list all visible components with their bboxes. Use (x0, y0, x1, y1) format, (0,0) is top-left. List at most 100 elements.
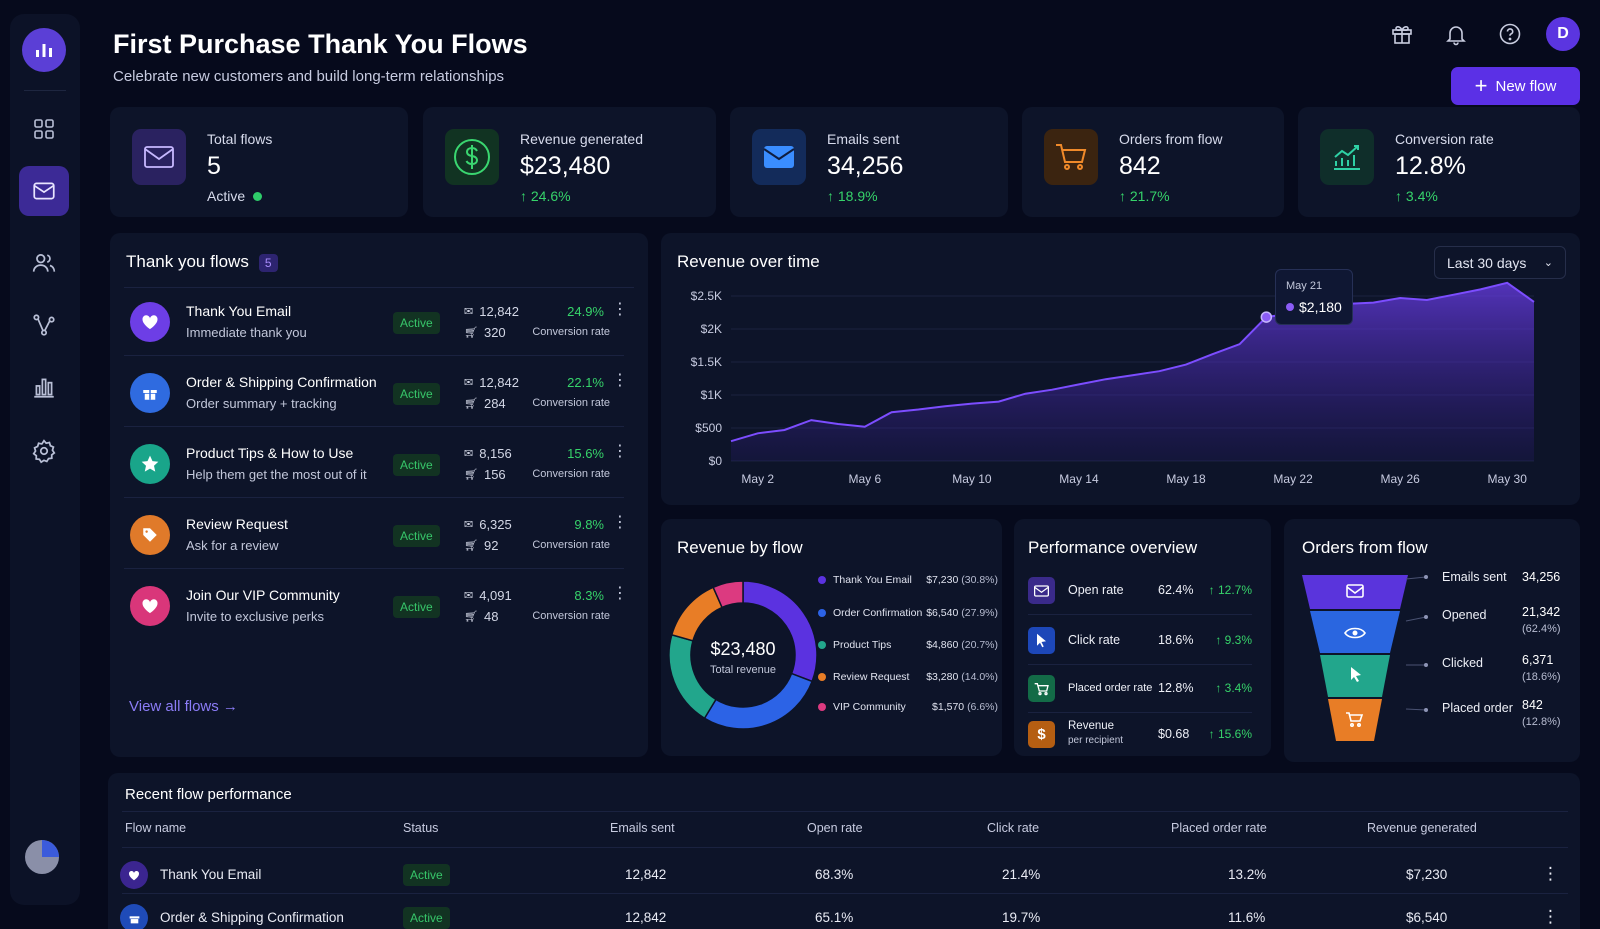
gift-icon (130, 373, 170, 413)
nav-analytics[interactable] (19, 362, 69, 412)
more-options-icon[interactable]: ⋮ (612, 443, 628, 460)
nav-flows[interactable] (19, 166, 69, 216)
legend-pct: (14.0%) (961, 671, 998, 683)
cell-status: Active (403, 907, 450, 929)
panel-divider (124, 287, 634, 288)
legend-item: Product Tips $4,860 (20.7%) (818, 639, 998, 651)
table-divider (122, 811, 1568, 812)
tooltip-point (1260, 311, 1273, 323)
view-all-flows-link[interactable]: View all flows → (129, 698, 238, 715)
envelope-icon (1028, 577, 1055, 604)
app-logo[interactable] (22, 28, 66, 72)
flow-row[interactable]: Order & Shipping Confirmation Order summ… (124, 361, 628, 427)
stat-value: 12.8% (1395, 152, 1466, 180)
emails-metric: ✉ 12,842 (464, 375, 519, 390)
conversion-label: Conversion rate (532, 610, 610, 622)
flows-count-badge: 5 (258, 253, 278, 272)
conversion-label: Conversion rate (532, 326, 610, 338)
notifications-button[interactable] (1438, 16, 1474, 52)
x-tick-label: May 14 (1059, 472, 1099, 486)
dollar-icon (445, 129, 499, 185)
col-flow-name[interactable]: Flow name (125, 821, 187, 835)
table-row[interactable]: Thank You Email Active 12,842 68.3% 21.4… (120, 847, 1568, 893)
revenue-by-flow-title: Revenue by flow (677, 538, 803, 557)
user-avatar[interactable]: D (1546, 17, 1580, 51)
nav-settings[interactable] (19, 426, 69, 476)
flow-row[interactable]: Thank You Email Immediate thank you Acti… (124, 290, 628, 356)
emails-value: 8,156 (479, 446, 512, 461)
legend-value: $1,570 (932, 701, 965, 713)
more-options-icon[interactable]: ⋮ (612, 514, 628, 531)
col-status[interactable]: Status (403, 821, 439, 835)
envelope-icon: ✉ (464, 448, 474, 460)
funnel-stage-sent (1302, 575, 1408, 609)
col-emails-sent[interactable]: Emails sent (610, 821, 675, 835)
cell-open-rate: 68.3% (815, 867, 854, 882)
tooltip-value-row: $2,180 (1286, 299, 1342, 315)
flow-row[interactable]: Join Our VIP Community Invite to exclusi… (124, 574, 628, 640)
new-flow-label: New flow (1495, 77, 1557, 95)
stat-label: Conversion rate (1395, 131, 1494, 147)
heart-icon (130, 586, 170, 626)
nav-automations[interactable] (19, 300, 69, 350)
stat-card-total-flows: Total flows 5 Active (110, 107, 408, 217)
perf-label: Open rate (1068, 583, 1124, 597)
table-row[interactable]: Order & Shipping Confirmation Active 12,… (120, 893, 1568, 929)
funnel-label: Placed order (1442, 701, 1513, 715)
perf-label-sub: per recipient (1068, 735, 1124, 746)
tooltip-dot (1286, 303, 1294, 311)
orders-metric: 🛒︎ 92 (464, 538, 498, 553)
col-open-rate[interactable]: Open rate (807, 821, 863, 835)
perf-label: Revenue (1068, 720, 1115, 732)
emails-value: 6,325 (479, 517, 512, 532)
orders-funnel-panel: Orders from flow Emails sent 34,256 Open… (1284, 519, 1580, 762)
emails-metric: ✉ 8,156 (464, 446, 512, 461)
funnel-value: 6,371 (1522, 653, 1554, 667)
star-icon (130, 444, 170, 484)
x-tick-label: May 26 (1380, 472, 1420, 486)
revenue-area-chart: $2.5K $2K $1.5K $1K $500 $0 May 2 May 6 May 10 Ma… (691, 281, 1535, 486)
y-tick-label: $2.5K (691, 289, 722, 303)
stat-delta: ↑ 21.7% (1119, 188, 1170, 204)
more-options-icon[interactable]: ⋮ (612, 585, 628, 602)
perf-row-click-rate: Click rate 18.6% ↑ 9.3% (1028, 617, 1252, 665)
sidebar-divider (24, 90, 66, 91)
col-revenue[interactable]: Revenue generated (1367, 821, 1477, 835)
cart-icon (1346, 712, 1364, 728)
stat-label: Revenue generated (520, 131, 643, 147)
help-button[interactable] (1492, 16, 1528, 52)
col-placed-order-rate[interactable]: Placed order rate (1171, 821, 1267, 835)
nav-audience[interactable] (19, 238, 69, 288)
nav-dashboard[interactable] (19, 104, 69, 154)
table-title: Recent flow performance (125, 786, 292, 803)
perf-row-revenue-per-recipient: $ Revenue per recipient $0.68 ↑ 15.6% (1028, 713, 1252, 761)
flow-row[interactable]: Product Tips & How to Use Help them get … (124, 432, 628, 498)
gift-button[interactable] (1384, 16, 1420, 52)
chevron-down-icon: ⌄ (1543, 257, 1553, 269)
more-options-icon[interactable]: ⋮ (1542, 864, 1559, 883)
funnel-value: 34,256 (1522, 570, 1561, 584)
gear-icon (32, 439, 56, 464)
flow-row[interactable]: Review Request Ask for a review Active ✉… (124, 503, 628, 569)
envelope-icon: ✉ (464, 377, 474, 389)
conversion-label: Conversion rate (532, 397, 610, 409)
date-range-select[interactable]: Last 30 days ⌄ (1434, 246, 1566, 279)
perf-value: 62.4% (1158, 583, 1194, 597)
status-badge: Active (393, 383, 440, 405)
stat-delta: ↑ 3.4% (1395, 188, 1438, 204)
col-click-rate[interactable]: Click rate (987, 821, 1040, 835)
more-options-icon[interactable]: ⋮ (612, 372, 628, 389)
tag-icon (130, 515, 170, 555)
new-flow-button[interactable]: + New flow (1451, 67, 1580, 105)
flows-title-text: Thank you flows (126, 252, 249, 271)
stat-label: Orders from flow (1119, 131, 1223, 147)
cart-icon: 🛒︎ (464, 398, 478, 410)
pie-chart-icon[interactable] (24, 839, 60, 875)
emails-value: 12,842 (479, 375, 519, 390)
flows-panel: Thank you flows 5 Thank You Email Immedia… (110, 233, 648, 757)
more-options-icon[interactable]: ⋮ (1542, 907, 1559, 926)
cursor-icon (1351, 667, 1361, 682)
legend-item: VIP Community $1,570 (6.6%) (818, 701, 998, 713)
legend-value-group: $1,570 (6.6%) (932, 701, 998, 713)
more-options-icon[interactable]: ⋮ (612, 301, 628, 318)
